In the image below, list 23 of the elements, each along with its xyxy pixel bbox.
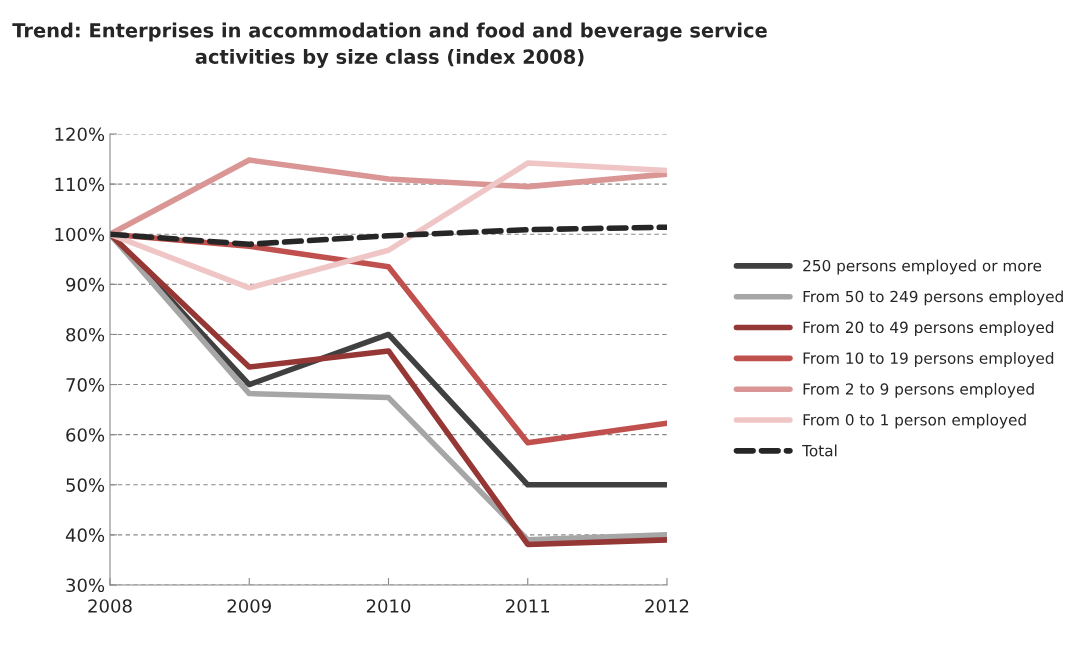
legend-label: From 2 to 9 persons employed bbox=[803, 382, 1034, 398]
x-tick-label: 2008 bbox=[88, 599, 132, 613]
x-tick-label: 2012 bbox=[645, 599, 689, 613]
x-tick-label: 2010 bbox=[366, 599, 411, 613]
legend-label: From 50 to 249 persons employed bbox=[803, 290, 1063, 306]
y-tick-label: 100% bbox=[55, 227, 105, 242]
legend-label: From 0 to 1 person employed bbox=[803, 413, 1026, 429]
y-tick-label: 80% bbox=[66, 327, 105, 342]
legend-label: From 10 to 19 persons employed bbox=[803, 352, 1054, 367]
legend-label: From 20 to 49 persons employed bbox=[803, 321, 1054, 337]
y-tick-label: 70% bbox=[66, 378, 105, 392]
x-tick-label: 2009 bbox=[227, 599, 271, 613]
y-tick-label: 30% bbox=[66, 578, 105, 593]
legend-label: Total bbox=[802, 444, 837, 457]
y-tick-label: 40% bbox=[65, 528, 105, 543]
y-tick-label: 110% bbox=[55, 177, 105, 192]
y-tick-label: 90% bbox=[66, 277, 105, 292]
chart-title: Trend: Enterprises in accommodation and food and beverage service activities by size class (index 2008) bbox=[12, 22, 767, 68]
y-tick-label: 60% bbox=[66, 428, 105, 442]
legend-label: 250 persons employed or more bbox=[803, 259, 1042, 275]
x-tick-label: 2011 bbox=[506, 599, 550, 613]
y-tick-label: 50% bbox=[66, 478, 105, 492]
y-tick-label: 120% bbox=[55, 127, 105, 142]
